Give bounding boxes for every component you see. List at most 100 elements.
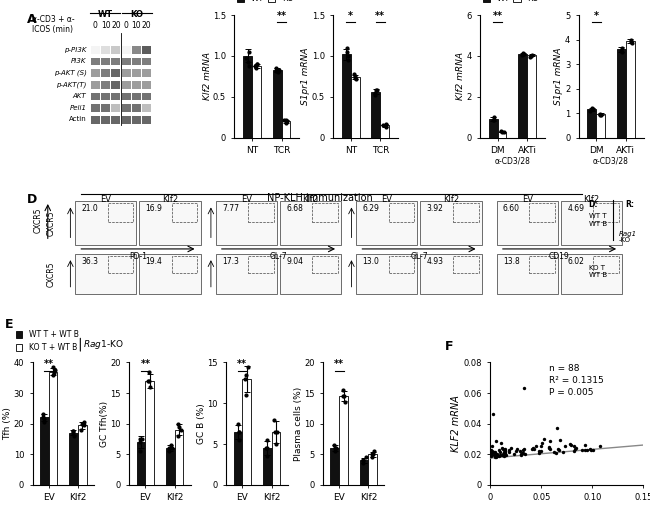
Text: 9.04: 9.04 <box>286 257 303 266</box>
Point <box>565 440 575 448</box>
Point <box>500 450 511 459</box>
Text: WT: WT <box>98 10 113 19</box>
Y-axis label: GC Tfh(%): GC Tfh(%) <box>100 400 109 447</box>
Text: D: D <box>27 193 36 206</box>
Text: Actin: Actin <box>69 117 86 123</box>
Point <box>517 446 528 454</box>
Text: EV: EV <box>100 195 111 204</box>
Bar <box>101 93 110 100</box>
Bar <box>140 201 200 245</box>
Bar <box>142 58 151 66</box>
Bar <box>273 70 281 137</box>
Point <box>486 452 497 460</box>
Bar <box>243 56 252 137</box>
Bar <box>91 70 99 77</box>
Bar <box>172 256 198 273</box>
Point <box>515 450 526 459</box>
Text: p-PI3K: p-PI3K <box>64 47 86 53</box>
Text: CXCR5: CXCR5 <box>34 208 43 233</box>
Bar <box>112 93 120 100</box>
Bar <box>49 372 57 485</box>
Legend: WT, KO: WT, KO <box>235 0 295 5</box>
Bar <box>122 116 131 124</box>
Point <box>494 446 504 454</box>
Bar <box>91 81 99 89</box>
Point <box>545 436 555 444</box>
Point <box>577 446 587 454</box>
Text: NP-KLH immunization: NP-KLH immunization <box>266 193 372 203</box>
Bar <box>132 116 141 124</box>
Point <box>586 446 596 454</box>
Text: 19.4: 19.4 <box>146 257 162 266</box>
Text: 10: 10 <box>132 21 141 30</box>
Text: **: ** <box>44 359 53 369</box>
Bar <box>596 114 605 137</box>
Text: 6.29: 6.29 <box>363 204 380 213</box>
Y-axis label: Plasma cells (%): Plasma cells (%) <box>294 386 303 461</box>
Point <box>500 447 510 455</box>
Text: GL-7: GL-7 <box>270 252 287 261</box>
Text: 0: 0 <box>93 21 98 30</box>
Point <box>504 448 514 456</box>
Bar <box>617 49 626 137</box>
Text: *: * <box>594 11 599 21</box>
Point <box>506 444 516 452</box>
Text: $\it{Rag1}$-KO: $\it{Rag1}$-KO <box>83 337 124 350</box>
Point <box>490 452 501 461</box>
Text: A: A <box>27 13 36 26</box>
Bar <box>342 55 351 137</box>
Bar <box>588 110 596 137</box>
Bar <box>242 379 251 485</box>
Bar <box>101 116 110 124</box>
Bar <box>351 77 359 137</box>
Text: **: ** <box>140 359 150 369</box>
Bar <box>175 430 183 485</box>
Bar <box>132 81 141 89</box>
Point <box>497 444 508 452</box>
Text: R:: R: <box>625 200 634 209</box>
Text: ICOS (min): ICOS (min) <box>32 25 73 34</box>
Text: Rag1: Rag1 <box>619 231 637 237</box>
Bar <box>112 105 120 112</box>
Bar <box>489 119 498 137</box>
Y-axis label: GC B (%): GC B (%) <box>197 403 206 444</box>
Bar <box>453 203 478 222</box>
Legend: WT, KO: WT, KO <box>481 0 541 5</box>
Point <box>527 443 538 451</box>
X-axis label: α-CD3/28: α-CD3/28 <box>593 156 629 165</box>
Bar <box>498 132 506 137</box>
Text: Klf2: Klf2 <box>162 195 178 204</box>
Point <box>560 442 570 450</box>
Bar <box>248 203 274 222</box>
Bar <box>313 203 338 222</box>
Text: 10: 10 <box>101 21 111 30</box>
Bar <box>108 256 133 273</box>
Bar <box>132 46 141 54</box>
Bar <box>101 46 110 54</box>
Point <box>571 444 582 452</box>
Bar <box>216 201 277 245</box>
Text: 6.68: 6.68 <box>286 204 303 213</box>
Text: CD19: CD19 <box>549 252 570 261</box>
Text: R² = 0.1315: R² = 0.1315 <box>549 376 603 385</box>
Point <box>516 448 526 457</box>
Text: 13.8: 13.8 <box>503 257 520 266</box>
Text: CXCR5: CXCR5 <box>46 261 55 287</box>
Text: KO: KO <box>130 10 143 19</box>
Bar <box>142 81 151 89</box>
Y-axis label: KLF2 mRNA: KLF2 mRNA <box>451 395 461 452</box>
Bar <box>112 70 120 77</box>
Point <box>517 449 528 457</box>
Bar <box>91 116 99 124</box>
Point <box>553 444 564 452</box>
Point <box>580 441 590 449</box>
Bar <box>142 116 151 124</box>
Point <box>536 446 546 454</box>
Bar <box>216 254 277 294</box>
Point <box>490 449 501 458</box>
Text: P = 0.005: P = 0.005 <box>549 388 593 397</box>
Bar <box>122 93 131 100</box>
Text: WT T: WT T <box>588 213 606 219</box>
Bar <box>339 396 348 485</box>
Bar <box>122 70 131 77</box>
